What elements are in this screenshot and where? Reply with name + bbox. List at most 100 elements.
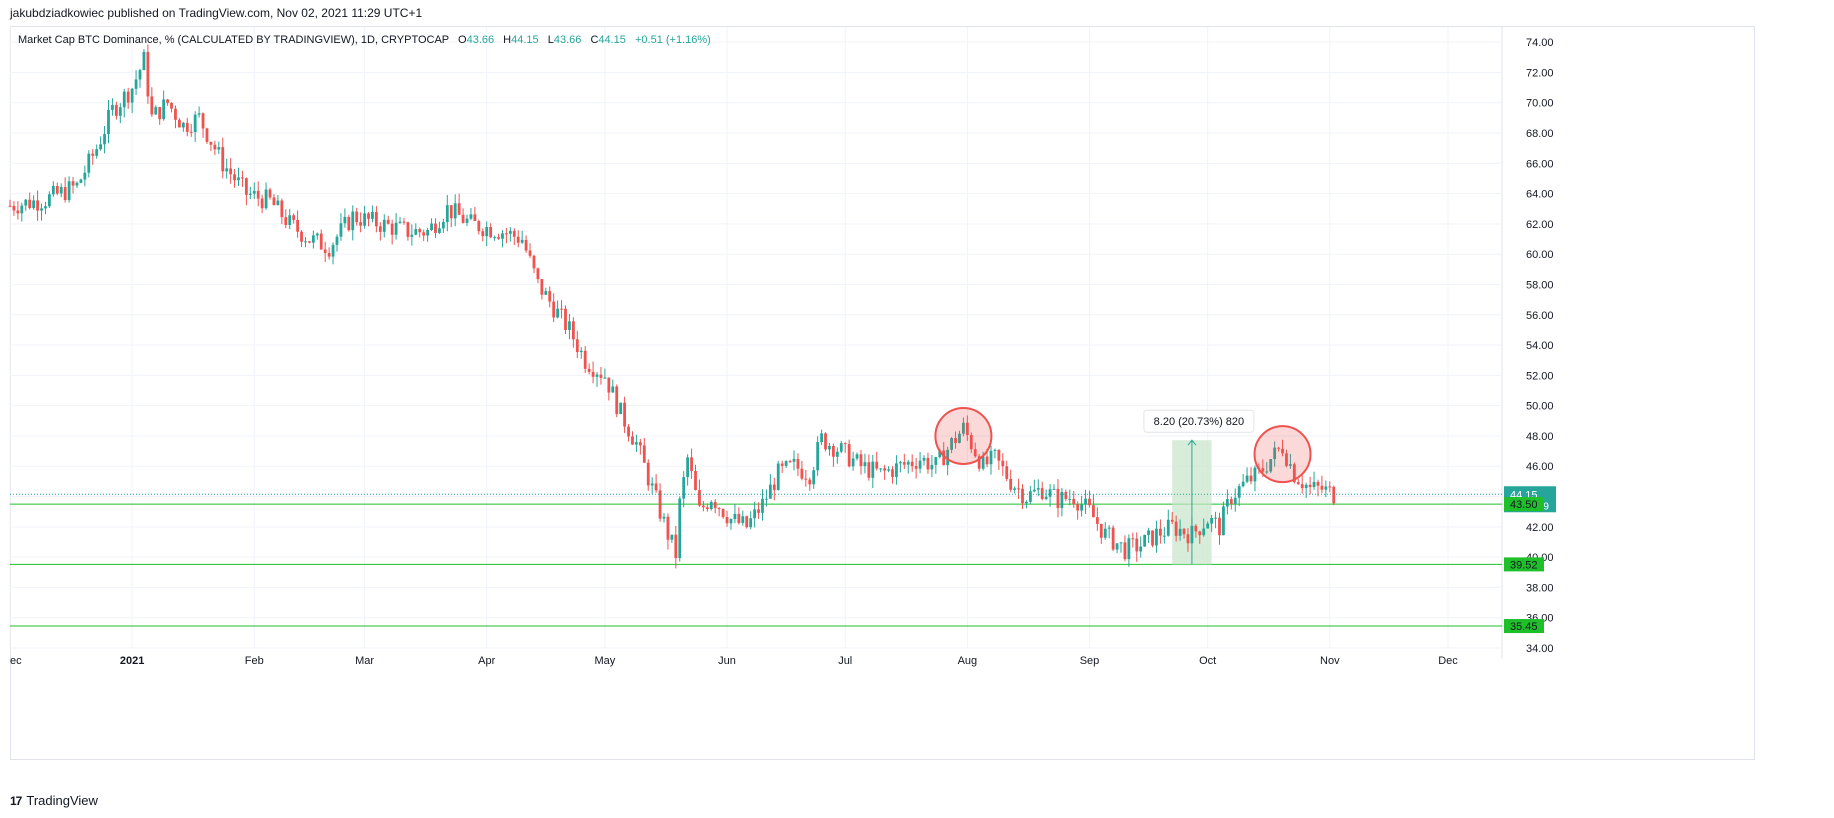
candle-body	[24, 199, 28, 206]
candle-body	[910, 461, 914, 467]
candle-body	[591, 371, 595, 377]
candle-body	[934, 457, 938, 465]
candle-body	[256, 190, 260, 199]
candle-body	[339, 223, 343, 237]
candle-body	[1225, 499, 1229, 507]
candle-body	[438, 228, 441, 233]
candle-body	[780, 463, 784, 466]
y-tick-label: 50.00	[1526, 401, 1554, 413]
candle-body	[678, 498, 682, 559]
candle-body	[300, 231, 303, 242]
legend-low-label: L	[547, 34, 554, 46]
candle-body	[51, 185, 55, 195]
candle-body	[1028, 491, 1032, 502]
candle-body	[701, 505, 705, 508]
candle-body	[99, 144, 103, 150]
highlight-circles	[934, 406, 1312, 484]
candle-body	[902, 462, 906, 465]
candle-body	[1214, 517, 1217, 519]
candle-body	[1312, 481, 1316, 488]
candle-body	[453, 203, 457, 219]
candle-body	[603, 377, 607, 379]
candle-body	[1206, 523, 1210, 529]
legend-close-label: C	[590, 34, 599, 46]
candle-body	[1092, 505, 1095, 518]
x-tick-label: Aug	[958, 655, 978, 667]
x-tick-label: Mar	[355, 655, 374, 667]
candle-body	[138, 70, 142, 80]
candle-body	[213, 144, 217, 150]
candle-body	[142, 51, 146, 71]
candle-body	[465, 218, 469, 223]
publisher-line: jakubdziadkowiec published on TradingVie…	[10, 6, 423, 20]
y-tick-label: 48.00	[1526, 431, 1554, 443]
candle-body	[745, 516, 749, 528]
time-axis[interactable]: ec 2021 Feb Mar Apr May Jun Jul Aug Sep Oct Nov Dec	[10, 655, 1458, 667]
candle-body	[292, 215, 296, 220]
candle-body	[1151, 530, 1154, 546]
candle-body	[209, 141, 213, 145]
candle-body	[260, 198, 264, 209]
candle-body	[217, 147, 221, 150]
x-tick-label: Sep	[1080, 655, 1100, 667]
candle-body	[800, 468, 804, 479]
candle-body	[654, 483, 658, 491]
tradingview-footer[interactable]: 17 TradingView	[10, 793, 98, 808]
candle-body	[122, 91, 126, 108]
candles	[8, 44, 1336, 569]
candle-body	[824, 433, 827, 450]
candle-body	[1131, 538, 1135, 540]
y-tick-label: 42.00	[1526, 522, 1554, 534]
candle-body	[540, 279, 544, 295]
x-tick-label: 2021	[120, 655, 144, 667]
candle-body	[87, 153, 91, 173]
tradingview-logo-icon: 17	[10, 793, 22, 808]
candle-body	[741, 516, 745, 524]
candle-body	[607, 377, 611, 393]
candle-body	[772, 484, 776, 490]
price-axis[interactable]: 34.0036.0038.0040.0042.0044.0046.0048.00…	[1526, 37, 1554, 655]
candle-body	[828, 445, 831, 450]
y-tick-label: 64.00	[1526, 189, 1554, 201]
candle-body	[792, 458, 796, 462]
candle-body	[847, 444, 851, 467]
candle-body	[721, 509, 725, 518]
candle-body	[1249, 475, 1253, 482]
candle-body	[895, 463, 898, 477]
candle-body	[457, 203, 461, 215]
candle-body	[386, 219, 390, 224]
candle-body	[181, 122, 185, 128]
candle-body	[954, 438, 957, 443]
candle-body	[1174, 521, 1178, 536]
candle-body	[264, 189, 268, 209]
candle-body	[418, 229, 422, 233]
candle-body	[363, 213, 366, 226]
candle-body	[319, 233, 323, 250]
candle-body	[808, 479, 812, 485]
candle-body	[229, 168, 233, 175]
candle-body	[241, 177, 244, 179]
candle-body	[1052, 488, 1056, 490]
legend-high-label: H	[503, 34, 512, 46]
candle-body	[922, 457, 926, 461]
candle-body	[1021, 488, 1024, 504]
candle-body	[832, 445, 835, 457]
legend-symbol: Market Cap BTC Dominance, % (CALCULATED …	[18, 34, 449, 46]
x-tick-label: Dec	[1438, 655, 1458, 667]
candle-body	[166, 99, 169, 103]
candle-body	[1304, 484, 1308, 489]
candle-body	[709, 501, 713, 510]
candle-body	[946, 449, 950, 466]
candle-body	[737, 513, 741, 524]
candle-body	[595, 374, 599, 377]
x-tick-label: Nov	[1320, 655, 1340, 667]
candle-body	[698, 490, 701, 506]
candle-body	[1194, 525, 1198, 532]
candle-body	[705, 507, 709, 510]
candle-body	[1285, 453, 1288, 466]
candle-body	[146, 51, 150, 97]
legend-low-value: 43.66	[553, 34, 582, 46]
candle-body	[898, 462, 902, 464]
candle-body	[753, 509, 757, 519]
